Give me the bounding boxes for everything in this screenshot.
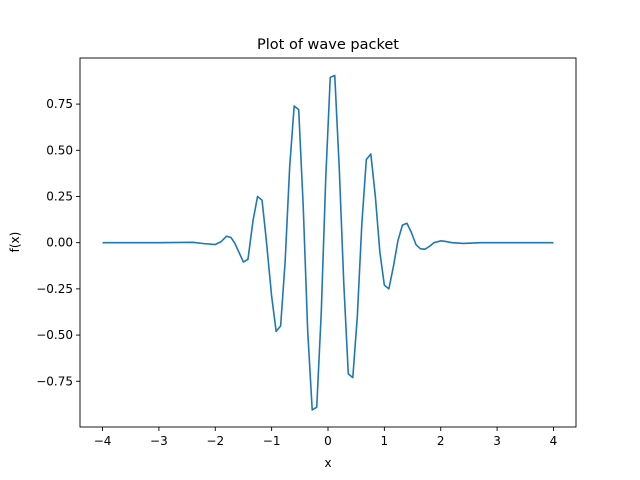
x-axis-ticks: −4 −3 −2 −1 0 1 2 3 4: [94, 427, 558, 448]
chart-title: Plot of wave packet: [257, 37, 399, 53]
x-tick-label: −1: [263, 434, 281, 448]
y-tick-label: 0.75: [46, 97, 73, 111]
x-tick-label: −2: [206, 434, 224, 448]
x-tick-label: 3: [493, 434, 501, 448]
series-line-0: [102, 74, 554, 411]
plot-area: [79, 57, 577, 428]
y-axis-label: f(x): [8, 232, 22, 253]
x-tick-label: 0: [324, 434, 332, 448]
y-tick-label: 0.50: [46, 143, 73, 157]
x-tick-label: 1: [381, 434, 389, 448]
y-tick-label: −0.50: [36, 328, 73, 342]
y-tick-label: 0.00: [46, 236, 73, 250]
y-tick-label: −0.75: [36, 374, 73, 388]
x-tick-label: 4: [550, 434, 558, 448]
y-tick-label: 0.25: [46, 189, 73, 203]
x-tick-label: −4: [94, 434, 112, 448]
x-tick-label: 2: [437, 434, 445, 448]
y-axis-ticks: −0.75 −0.50 −0.25 0.00 0.25 0.50 0.75: [36, 97, 80, 388]
y-tick-label: −0.25: [36, 282, 73, 296]
x-axis-label: x: [324, 456, 331, 470]
x-tick-label: −3: [150, 434, 168, 448]
